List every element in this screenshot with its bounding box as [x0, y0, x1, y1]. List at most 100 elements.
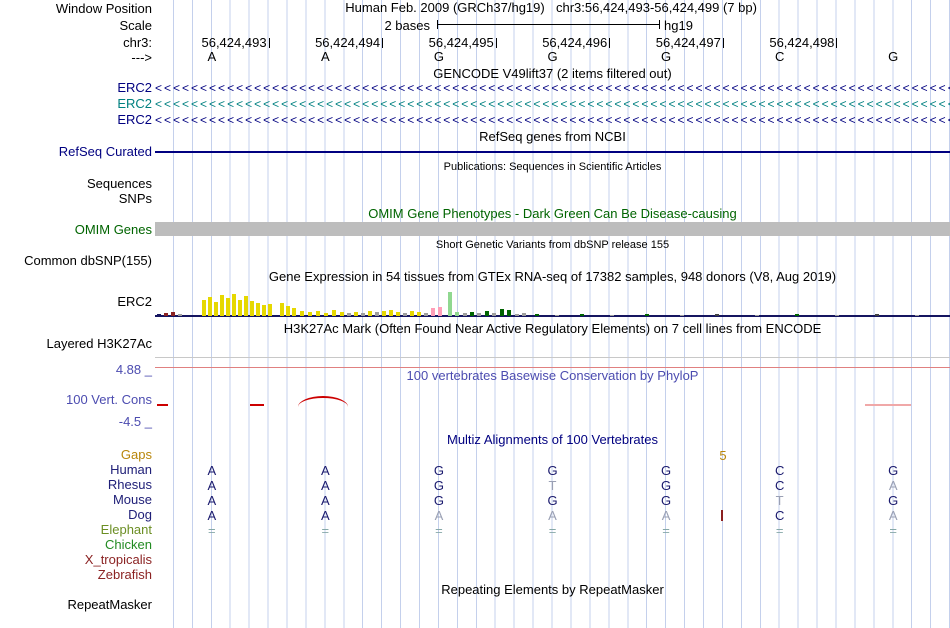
h3k27ac-track-title: H3K27Ac Mark (Often Found Near Active Re… — [283, 321, 822, 336]
gtex-expression-bar — [226, 298, 230, 316]
gtex-expression-bar — [332, 310, 336, 316]
transcript-strand-arrows[interactable]: <<<<<<<<<<<<<<<<<<<<<<<<<<<<<<<<<<<<<<<<… — [155, 113, 950, 127]
transcript-strand-arrows[interactable]: <<<<<<<<<<<<<<<<<<<<<<<<<<<<<<<<<<<<<<<<… — [155, 81, 950, 95]
track-label-species-chicken[interactable]: Chicken — [105, 537, 152, 552]
ruler-tick-mark — [268, 38, 270, 48]
transcript-strand-arrows[interactable]: <<<<<<<<<<<<<<<<<<<<<<<<<<<<<<<<<<<<<<<<… — [155, 97, 950, 111]
window-position-value: chr3:56,424,493-56,424,499 (7 bp) — [556, 0, 757, 15]
track-label-species-mouse[interactable]: Mouse — [112, 492, 152, 507]
track-label-gencode-transcript-1[interactable]: ERC2 — [117, 80, 152, 95]
gtex-expression-bar — [610, 315, 614, 316]
gtex-expression-bar — [715, 314, 719, 316]
alignment-base: A — [321, 493, 330, 508]
track-label-layered-h3k27ac[interactable]: Layered H3K27Ac — [46, 336, 152, 351]
ruler-coordinate: 56,424,497 — [655, 35, 721, 50]
alignment-base: A — [321, 508, 330, 523]
gtex-expression-bar — [354, 312, 358, 316]
reference-base: G — [433, 49, 444, 64]
track-label-100-vert-cons[interactable]: 100 Vert. Cons — [66, 392, 152, 407]
gtex-expression-bar — [286, 306, 290, 316]
alignment-base: C — [774, 508, 785, 523]
gtex-expression-bar — [645, 314, 649, 316]
scale-value: 2 bases — [384, 18, 430, 33]
track-label-species-dog[interactable]: Dog — [128, 507, 152, 522]
gtex-expression-bar — [202, 300, 206, 316]
alignment-base: A — [888, 478, 898, 493]
alignment-base: = — [889, 523, 897, 538]
alignment-base: G — [888, 463, 899, 478]
publications-track-title: Publications: Sequences in Scientific Ar… — [443, 161, 662, 173]
track-label-refseq-curated[interactable]: RefSeq Curated — [58, 144, 152, 159]
repeatmasker-track-title: Repeating Elements by RepeatMasker — [441, 582, 664, 597]
gtex-expression-bar — [410, 311, 414, 316]
track-label-omim-genes[interactable]: OMIM Genes — [74, 222, 152, 237]
ruler-tick-mark — [609, 38, 611, 48]
gtex-expression-bar — [238, 300, 242, 316]
conservation-segment[interactable] — [157, 404, 168, 406]
refseq-curated-gene-bar[interactable] — [155, 151, 950, 153]
ruler-tick-mark — [722, 38, 724, 48]
alignment-base: C — [774, 463, 785, 478]
track-label-species-elephant[interactable]: Elephant — [100, 522, 152, 537]
track-label-gtex-gene[interactable]: ERC2 — [117, 294, 152, 309]
track-label-gencode-transcript-2[interactable]: ERC2 — [117, 96, 152, 111]
conservation-top-line — [155, 367, 950, 368]
ruler-coordinate: 56,424,496 — [542, 35, 608, 50]
gtex-expression-bar — [214, 302, 218, 316]
track-label-snps[interactable]: SNPs — [118, 191, 152, 206]
ruler-coordinate: 56,424,495 — [428, 35, 494, 50]
gtex-expression-bar — [492, 313, 496, 316]
gtex-expression-bar — [292, 308, 296, 316]
reference-base: A — [207, 49, 217, 64]
ruler-tick-mark — [495, 38, 497, 48]
conservation-peak[interactable] — [298, 396, 348, 407]
gtex-expression-bar — [396, 312, 400, 316]
alignment-base: T — [548, 478, 557, 493]
gtex-expression-bar — [535, 314, 539, 316]
gtex-expression-bar — [507, 310, 511, 316]
strand-arrow-label: ---> — [131, 50, 152, 65]
track-label-species-zebrafish[interactable]: Zebrafish — [97, 567, 152, 582]
gtex-expression-bar — [403, 313, 407, 316]
gtex-expression-bar — [316, 311, 320, 316]
track-label-gaps[interactable]: Gaps — [120, 447, 152, 462]
gtex-expression-bar — [555, 315, 559, 316]
alignment-base: = — [435, 523, 443, 538]
gtex-expression-bar — [244, 296, 248, 316]
track-label-species-x-tropicalis[interactable]: X_tropicalis — [84, 552, 152, 567]
ruler-coordinate: 56,424,494 — [315, 35, 381, 50]
gtex-expression-bar — [477, 313, 481, 316]
reference-base: G — [547, 49, 558, 64]
alignment-base: A — [661, 508, 671, 523]
track-label-species-rhesus[interactable]: Rhesus — [107, 477, 152, 492]
gtex-expression-bar — [875, 314, 879, 316]
alignment-base: = — [207, 523, 216, 538]
gtex-expression-bar — [500, 309, 504, 316]
track-label-species-human[interactable]: Human — [110, 462, 152, 477]
alignment-base: G — [547, 493, 558, 508]
gtex-expression-bar — [300, 311, 304, 316]
alignment-base: = — [548, 523, 557, 538]
conservation-min-value: -4.5 _ — [118, 414, 152, 429]
conservation-segment[interactable] — [250, 404, 264, 406]
alignment-base: A — [207, 508, 217, 523]
alignment-base: G — [433, 478, 444, 493]
omim-gene-bar[interactable] — [155, 222, 950, 236]
gtex-expression-bar — [375, 312, 379, 316]
track-label-sequences[interactable]: Sequences — [86, 176, 152, 191]
gtex-expression-bar — [448, 292, 452, 316]
alignment-base: G — [661, 463, 672, 478]
track-label-gencode-transcript-3[interactable]: ERC2 — [117, 112, 152, 127]
track-label-common-dbsnp[interactable]: Common dbSNP(155) — [24, 253, 152, 268]
gencode-track-title: GENCODE V49lift37 (2 items filtered out) — [433, 66, 672, 81]
gtex-expression-bar — [463, 313, 467, 316]
gtex-expression-bar — [417, 312, 421, 316]
track-label-repeatmasker[interactable]: RepeatMasker — [67, 597, 152, 612]
reference-base: G — [888, 49, 899, 64]
conservation-segment[interactable] — [865, 404, 911, 406]
ruler-coordinate: 56,424,493 — [201, 35, 267, 50]
alignment-base: A — [321, 463, 330, 478]
ruler-tick-mark — [382, 38, 384, 48]
alignment-base: G — [661, 493, 672, 508]
gtex-expression-bar — [424, 313, 428, 316]
